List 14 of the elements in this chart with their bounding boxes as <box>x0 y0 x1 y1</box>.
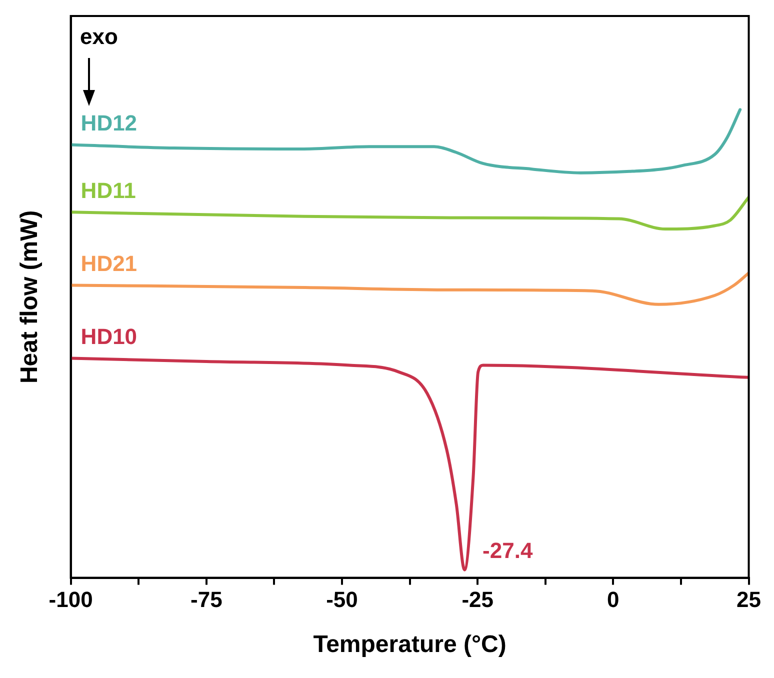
x-tick-label: -75 <box>190 587 222 612</box>
x-axis-title: Temperature (°C) <box>313 631 506 658</box>
annotation: -27.4 <box>482 538 534 563</box>
series-label: HD12 <box>80 110 138 136</box>
x-tick-label: -100 <box>48 587 93 612</box>
x-tick-label: 25 <box>736 587 762 612</box>
x-tick-label: -50 <box>326 587 358 612</box>
x-tick-label: -25 <box>462 587 494 612</box>
series-label: HD11 <box>80 178 136 204</box>
series-label: HD21 <box>80 251 138 276</box>
text: exo <box>80 24 118 50</box>
series-label: HD10 <box>80 324 138 350</box>
x-tick-label: 0 <box>607 587 620 612</box>
y-axis-title: Heat flow (mW) <box>16 210 44 384</box>
